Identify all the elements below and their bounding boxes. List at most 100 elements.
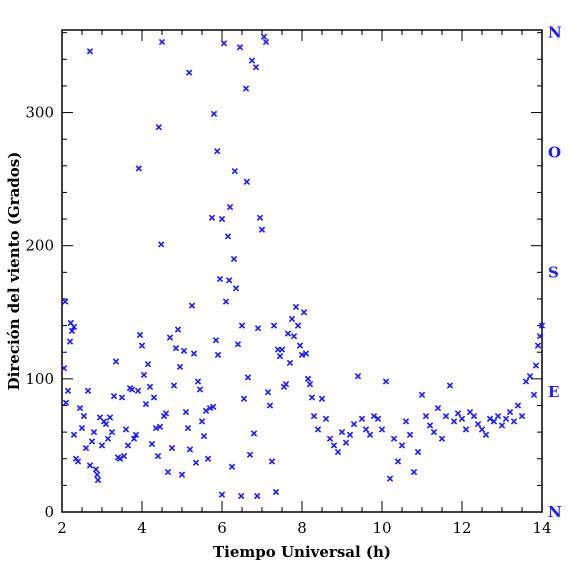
- data-point: [216, 275, 224, 283]
- data-point: [426, 422, 434, 429]
- data-point: [272, 488, 280, 496]
- data-point: [170, 382, 178, 389]
- data-point: [482, 431, 490, 438]
- data-point: [366, 431, 374, 438]
- data-point: [64, 387, 72, 394]
- data-point: [140, 371, 148, 379]
- data-point: [268, 458, 276, 465]
- data-point: [231, 167, 238, 175]
- data-point: [214, 148, 221, 155]
- data-point: [62, 298, 69, 305]
- data-point: [354, 373, 362, 380]
- data-point: [134, 387, 142, 394]
- data-point: [534, 342, 542, 349]
- data-point: [234, 341, 242, 348]
- data-point: [102, 420, 110, 428]
- data-point: [502, 415, 510, 422]
- data-point: [186, 446, 194, 453]
- data-point: [276, 353, 284, 360]
- data-point: [194, 378, 202, 385]
- data-point: [246, 451, 254, 458]
- data-point: [200, 432, 208, 440]
- data-point: [284, 330, 292, 337]
- data-point: [94, 476, 102, 484]
- data-point: [358, 415, 366, 422]
- data-point: [98, 442, 106, 449]
- data-point: [250, 430, 258, 437]
- data-point: [402, 418, 410, 425]
- data-point: [220, 40, 228, 47]
- data-point: [158, 38, 166, 46]
- y-axis-title: Direción del viento (Grados): [5, 152, 23, 391]
- data-point: [186, 69, 193, 76]
- data-point: [78, 424, 86, 432]
- data-point: [254, 492, 261, 500]
- data-point: [210, 403, 217, 410]
- data-point: [112, 358, 120, 365]
- data-point: [490, 418, 498, 425]
- data-point: [258, 226, 266, 233]
- x-tick-label: 8: [297, 519, 307, 537]
- data-point: [86, 462, 94, 469]
- data-point: [438, 435, 446, 442]
- data-point: [394, 458, 402, 465]
- data-point: [300, 309, 308, 316]
- data-point: [454, 410, 462, 417]
- data-point: [322, 415, 330, 422]
- y-tick-label: 300: [25, 104, 54, 122]
- data-point: [362, 426, 370, 433]
- data-point: [236, 44, 244, 51]
- data-point: [172, 345, 180, 352]
- data-point: [334, 448, 342, 456]
- data-point: [110, 392, 118, 400]
- compass-label: N: [548, 24, 562, 42]
- data-point: [148, 440, 156, 448]
- data-point: [182, 408, 190, 416]
- data-point: [478, 426, 486, 433]
- data-point: [92, 466, 100, 473]
- data-point: [450, 418, 458, 425]
- data-point: [470, 412, 478, 420]
- data-point: [532, 362, 540, 369]
- data-point: [212, 337, 220, 344]
- data-point: [326, 435, 334, 442]
- data-point: [378, 426, 386, 433]
- data-point: [256, 214, 264, 221]
- data-point: [350, 420, 358, 428]
- data-point: [124, 442, 132, 449]
- data-point: [208, 214, 216, 221]
- data-point: [462, 426, 470, 433]
- data-point: [308, 394, 316, 401]
- data-point: [238, 322, 246, 329]
- data-point: [260, 33, 268, 40]
- data-point: [390, 435, 398, 442]
- data-point: [164, 468, 172, 476]
- data-point: [135, 165, 142, 172]
- data-point: [132, 431, 140, 438]
- data-point: [154, 452, 162, 460]
- compass-labels: N O S E N: [548, 24, 562, 521]
- data-point: [80, 412, 88, 420]
- data-point: [294, 322, 302, 329]
- compass-label: O: [548, 143, 561, 161]
- data-point: [196, 386, 204, 393]
- x-tick-label: 10: [372, 519, 391, 537]
- data-point: [410, 468, 418, 476]
- x-axis-title: Tiempo Universal (h): [213, 543, 391, 561]
- data-point: [318, 395, 326, 402]
- data-point: [142, 400, 150, 408]
- data-point: [166, 334, 174, 341]
- data-point: [232, 285, 240, 292]
- data-point: [152, 424, 160, 432]
- data-point: [156, 423, 164, 430]
- data-point: [70, 323, 78, 331]
- data-point: [286, 359, 294, 367]
- data-point: [342, 439, 350, 446]
- data-point: [128, 386, 136, 393]
- data-point: [122, 426, 130, 433]
- x-tick-labels: 2 4 6 8 10 12 14: [57, 519, 551, 537]
- data-point: [226, 277, 233, 284]
- data-point: [202, 407, 210, 414]
- data-point: [68, 327, 76, 335]
